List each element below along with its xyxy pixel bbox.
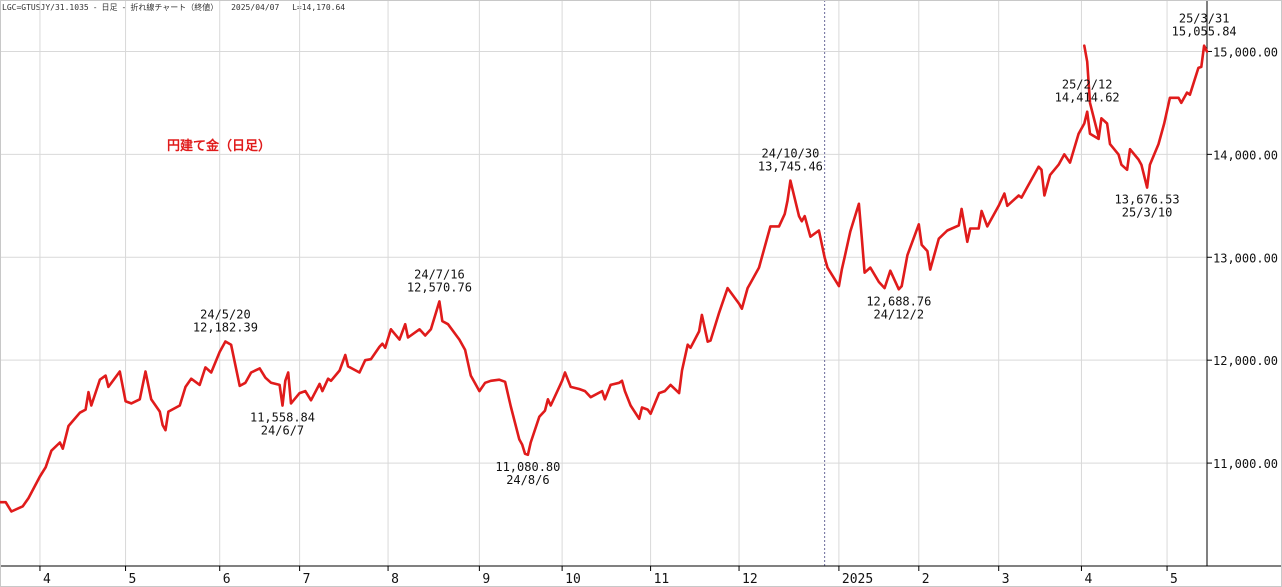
y-tick-label: 13,000.00 [1213,251,1278,265]
x-tick-label: 4 [1084,572,1092,587]
x-tick-label: 2 [922,572,930,587]
timeframe-label: 日足 [101,3,118,12]
x-tick-label: 9 [482,572,490,587]
annotation-label: 15,055.84 [1172,25,1237,39]
x-tick-label: 2025 [842,572,873,587]
annotation-label: 24/6/7 [261,424,304,438]
annotation-label: 12,182.39 [193,320,258,334]
annotation-label: 24/12/2 [874,307,925,321]
annotation-label: 24/8/6 [506,473,549,487]
x-tick-label: 5 [1170,572,1178,587]
annotation-label: 11,080.80 [495,460,560,474]
y-tick-label: 11,000.00 [1213,457,1278,471]
annotation-label: 14,414.62 [1055,91,1120,105]
x-tick-label: 10 [565,572,581,587]
last-value-label: L=14,170.64 [292,3,346,12]
price-line [1083,44,1100,139]
x-tick-label: 3 [1002,572,1010,587]
y-tick-label: 15,000.00 [1213,45,1278,59]
chart-kind-label: 折れ線チャート（終値） [130,3,219,12]
x-tick-label: 12 [742,572,758,587]
x-tick-label: 8 [391,572,399,587]
annotation-label: 24/5/20 [200,307,251,321]
annotation-label: 12,570.76 [407,280,472,294]
y-tick-label: 12,000.00 [1213,354,1278,368]
annotation-label: 11,558.84 [250,411,315,425]
annotation-label: 13,676.53 [1115,193,1180,207]
chart-title: 円建て金（日足） [167,139,272,154]
price-line [0,44,1209,513]
annotation-label: 25/3/10 [1122,206,1173,220]
annotation-label: 13,745.46 [758,160,823,174]
x-tick-label: 11 [654,572,670,587]
symbol-label: LGC=GTUSJY/31.1035 [2,3,89,12]
annotation-label: 25/3/31 [1179,12,1230,26]
date-label: 2025/04/07 [231,3,280,12]
x-tick-label: 4 [43,572,51,587]
annotation-label: 24/10/30 [762,147,820,161]
x-tick-label: 5 [129,572,137,587]
chart-header: LGC=GTUSJY/31.1035- 日足 - 折れ線チャート（終値） 2025/0… [2,3,346,12]
x-tick-label: 7 [303,572,311,587]
annotation-label: 12,688.76 [866,294,931,308]
annotation-label: 24/7/16 [414,267,465,281]
y-tick-label: 14,000.00 [1213,148,1278,162]
annotation-label: 25/2/12 [1062,78,1113,92]
x-tick-label: 6 [223,572,231,587]
